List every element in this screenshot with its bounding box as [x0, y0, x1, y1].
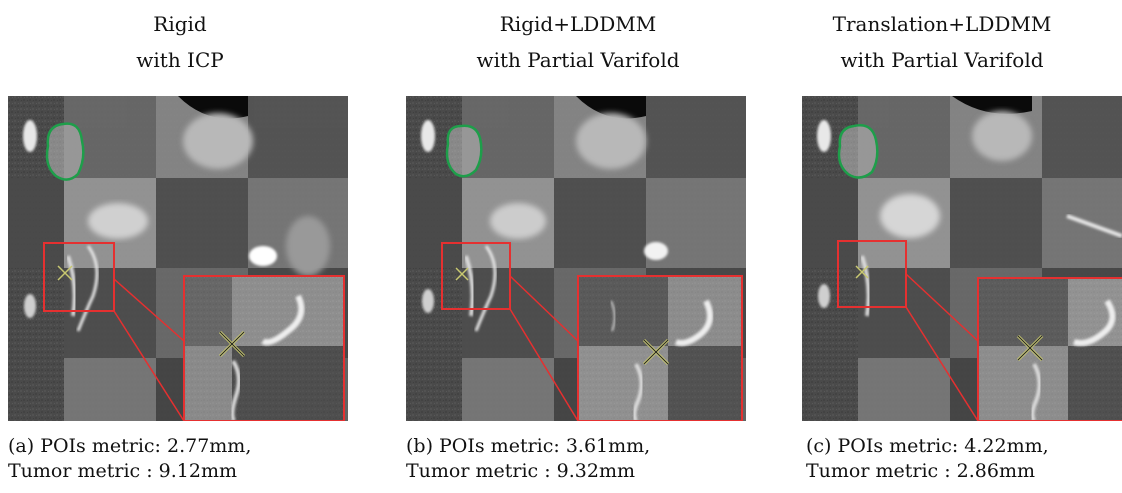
panel-b: Rigid+LDDMM with Partial Varifold: [398, 0, 758, 493]
panel-a-title: Rigid with ICP: [136, 12, 224, 72]
panel-b-title: Rigid+LDDMM with Partial Varifold: [476, 12, 680, 72]
panel-c-title: Translation+LDDMM with Partial Varifold: [832, 12, 1052, 72]
panel-a-caption: (a) POIs metric: 2.77mm, Tumor metric : …: [8, 435, 252, 482]
panel-a: Rigid with ICP: [0, 0, 360, 493]
panel-c: Translation+LDDMM with Partial Varifold: [762, 0, 1122, 493]
panel-b-checkerboard-image: [406, 96, 746, 421]
panel-a-checkerboard-image: [8, 96, 348, 421]
panel-c-checkerboard-image: [802, 96, 1122, 421]
panel-b-caption: (b) POIs metric: 3.61mm, Tumor metric : …: [406, 435, 651, 482]
panel-c-caption: (c) POIs metric: 4.22mm, Tumor metric : …: [806, 435, 1049, 482]
